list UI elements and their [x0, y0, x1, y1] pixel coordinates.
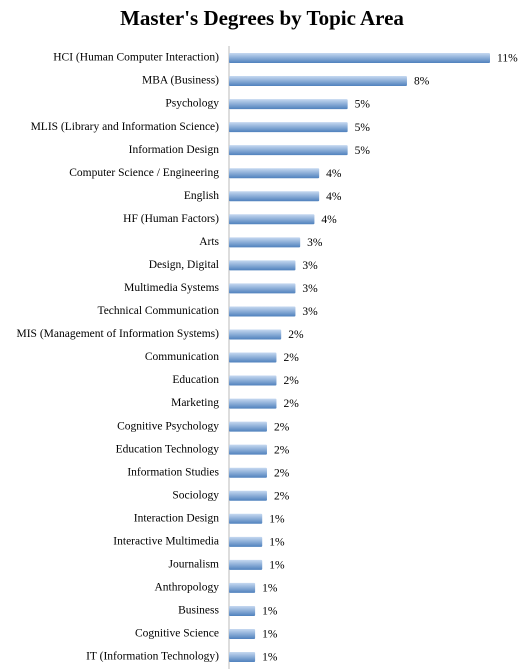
bar: [229, 421, 267, 432]
bar: [229, 375, 277, 386]
y-tick-label: Cognitive Psychology: [117, 420, 219, 432]
y-tick-label: IT (Information Technology): [86, 651, 219, 663]
y-tick-label: MLIS (Library and Information Science): [31, 121, 220, 133]
y-tick-label: Arts: [199, 236, 219, 248]
y-tick-label: Cognitive Science: [135, 628, 219, 640]
bar: [229, 168, 320, 179]
bar: [229, 260, 296, 271]
value-label: 2%: [283, 375, 299, 387]
y-tick-label: Interaction Design: [134, 512, 220, 524]
value-label: 2%: [283, 352, 299, 364]
y-tick-label: English: [184, 190, 219, 202]
value-label: 11%: [497, 53, 518, 65]
y-tick-label: HCI (Human Computer Interaction): [53, 52, 219, 64]
bar: [229, 467, 267, 478]
y-tick-label: Communication: [145, 351, 219, 363]
bar: [229, 559, 263, 570]
value-label: 1%: [269, 560, 285, 572]
value-label: 5%: [355, 122, 371, 134]
chart-title: Master's Degrees by Topic Area: [120, 6, 404, 30]
bar: [229, 145, 348, 156]
bar: [229, 306, 296, 317]
bar: [229, 490, 267, 501]
value-label: 2%: [288, 329, 304, 341]
value-label: 1%: [262, 652, 278, 664]
bar: [229, 398, 277, 409]
bar: [229, 329, 282, 340]
y-tick-label: MBA (Business): [142, 75, 219, 87]
value-label: 2%: [274, 467, 290, 479]
value-label: 8%: [414, 76, 430, 88]
bar: [229, 237, 301, 248]
bar: [229, 283, 296, 294]
bar: [229, 652, 256, 663]
bar: [229, 444, 267, 455]
value-label: 5%: [355, 145, 371, 157]
value-label: 4%: [326, 168, 342, 180]
y-tick-label: Education: [172, 374, 219, 386]
bar: [229, 536, 263, 547]
value-label: 4%: [321, 214, 337, 226]
y-tick-label: Design, Digital: [149, 259, 219, 271]
y-tick-label: Technical Communication: [97, 305, 219, 317]
bar: [229, 214, 315, 225]
value-label: 5%: [355, 99, 371, 111]
y-tick-label: Education Technology: [116, 443, 220, 455]
value-label: 4%: [326, 191, 342, 203]
y-tick-label: HF (Human Factors): [123, 213, 219, 225]
bar: [229, 629, 256, 639]
value-label: 1%: [262, 606, 278, 618]
y-tick-label: Psychology: [165, 98, 219, 110]
value-label: 1%: [262, 629, 278, 641]
y-tick-label: Marketing: [171, 397, 219, 409]
value-label: 1%: [269, 513, 285, 525]
bar: [229, 53, 490, 63]
value-label: 3%: [302, 260, 318, 272]
bar: [229, 582, 256, 593]
y-tick-label: Sociology: [172, 489, 219, 501]
y-tick-label: Multimedia Systems: [124, 282, 219, 294]
y-tick-label: Information Studies: [127, 466, 219, 478]
bar: [229, 76, 407, 87]
value-label: 3%: [302, 306, 318, 318]
bar: [229, 352, 277, 363]
y-tick-label: Information Design: [129, 144, 220, 156]
bar: [229, 513, 263, 524]
value-label: 2%: [283, 398, 299, 410]
value-label: 1%: [269, 536, 285, 548]
y-tick-label: Business: [178, 605, 219, 617]
bar: [229, 605, 256, 616]
value-label: 3%: [307, 237, 323, 249]
y-tick-label: Anthropology: [154, 582, 219, 594]
value-label: 2%: [274, 490, 290, 502]
value-label: 2%: [274, 421, 290, 433]
bar: [229, 122, 348, 133]
y-tick-label: Interactive Multimedia: [113, 535, 219, 547]
y-tick-label: Computer Science / Engineering: [69, 167, 219, 179]
value-label: 1%: [262, 583, 278, 595]
bar: [229, 191, 320, 202]
value-label: 2%: [274, 444, 290, 456]
y-tick-label: Journalism: [169, 559, 220, 571]
y-tick-label: MIS (Management of Information Systems): [17, 328, 220, 340]
value-label: 3%: [302, 283, 318, 295]
bar: [229, 99, 348, 110]
